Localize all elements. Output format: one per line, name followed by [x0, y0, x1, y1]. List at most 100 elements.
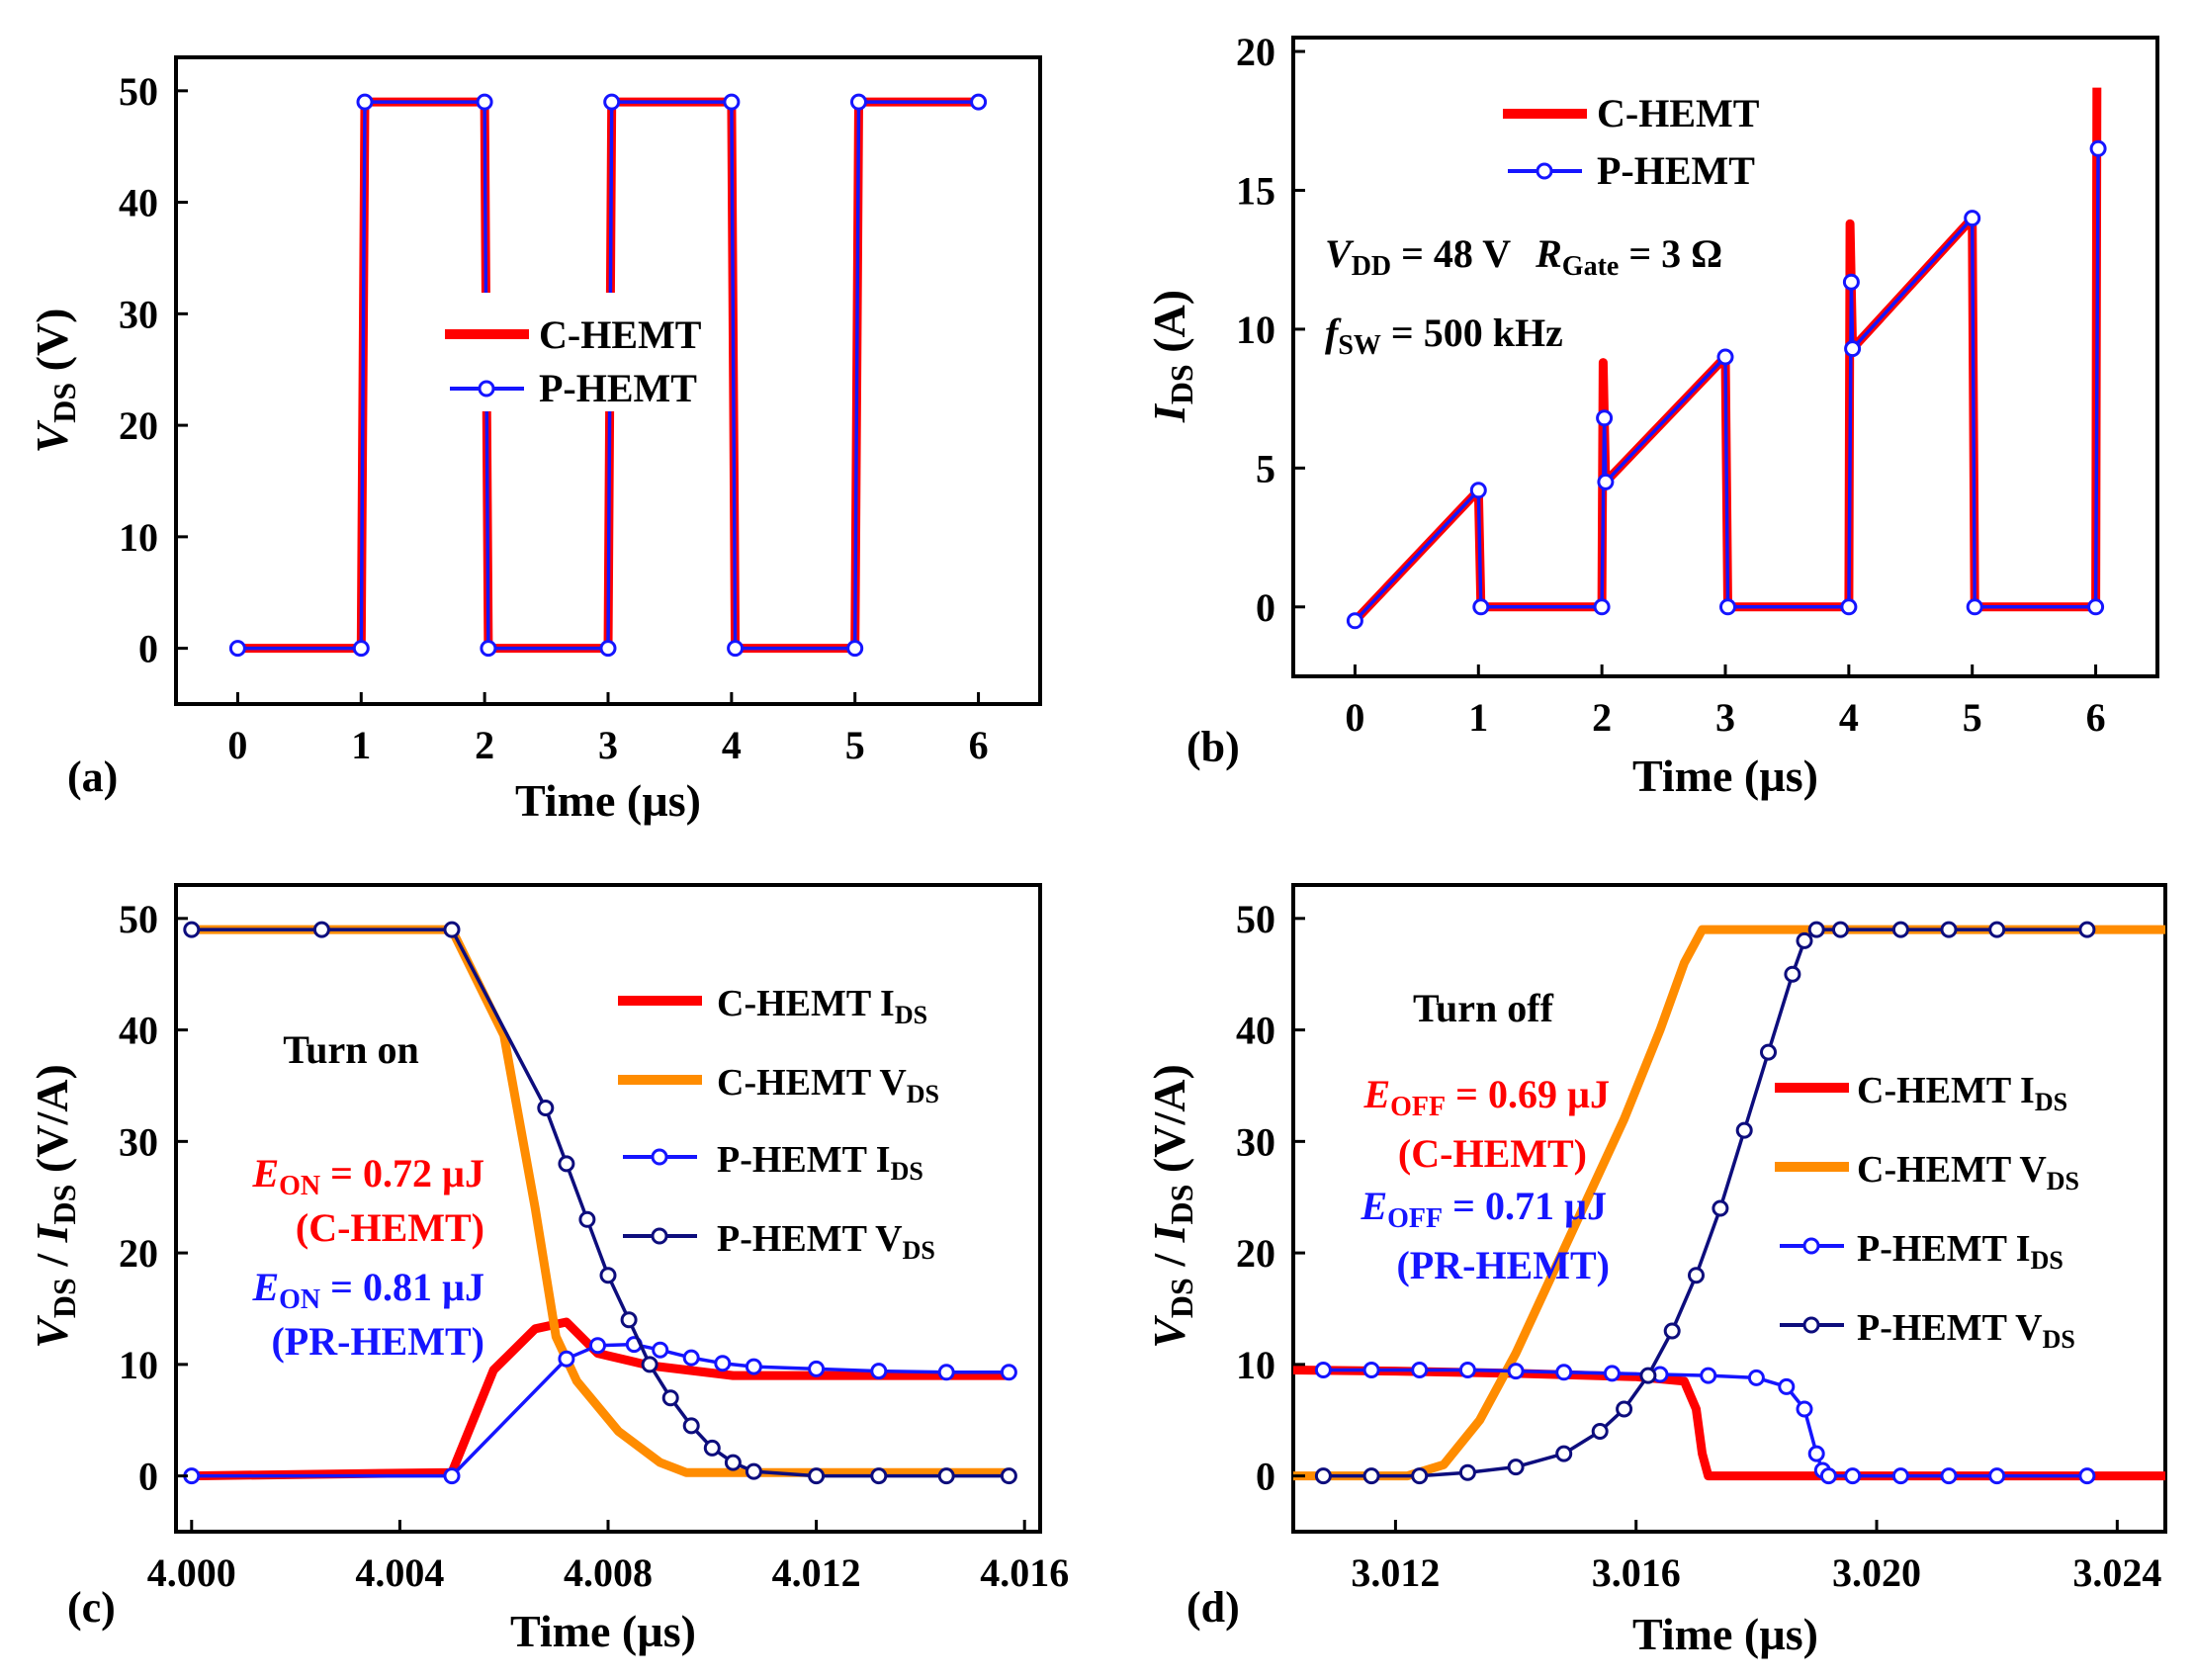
data-point-p-hemt	[476, 93, 493, 111]
data-point-p-hemt	[599, 640, 617, 658]
data-point-p-hemt-vds	[537, 1100, 555, 1116]
data-point-p-hemt-vds	[1891, 921, 1909, 938]
y-axis-label: VDS (V)	[27, 309, 82, 454]
legend-label-p-hemt: P-HEMT	[1597, 148, 1755, 193]
x-tick-label: 4.016	[980, 1550, 1069, 1595]
x-tick-label: 3.012	[1351, 1550, 1440, 1595]
legend: C-HEMT IDS C-HEMT VDS P-HEMT IDS P-HEMT …	[1775, 1070, 2079, 1354]
data-point-p-hemt	[723, 93, 741, 111]
legend-label-c-ids: C-HEMT IDS	[1857, 1070, 2067, 1116]
data-point-p-hemt	[1469, 482, 1487, 499]
y-tick-label: 30	[119, 1119, 158, 1164]
series-line-p-hemt-vds	[191, 928, 1010, 1478]
y-tick-label: 10	[119, 515, 158, 560]
annotation-dev-p: (PR-HEMT)	[271, 1319, 484, 1364]
data-point-p-hemt	[850, 93, 867, 111]
x-tick-label: 5	[845, 723, 865, 767]
data-point-p-hemt-ids	[1507, 1363, 1525, 1380]
data-point-p-hemt	[1597, 473, 1615, 490]
legend-marker-p-vds	[1802, 1316, 1820, 1334]
data-point-p-hemt-vds	[682, 1417, 700, 1435]
data-point-p-hemt	[1964, 210, 1981, 227]
data-point-p-hemt-ids	[1844, 1467, 1862, 1485]
tick-layer: 0 1 2 3 4 5 6 0 10 20 30 40 50	[119, 69, 989, 767]
data-point-p-hemt-ids	[1796, 1400, 1813, 1418]
data-point-p-hemt	[228, 640, 246, 658]
y-tick-label: 10	[119, 1343, 158, 1387]
legend: C-HEMT P-HEMT	[433, 293, 720, 411]
y-tick-label: 20	[119, 1231, 158, 1276]
data-point-p-hemt-ids	[745, 1358, 762, 1375]
annotation-dev-c: (C-HEMT)	[296, 1205, 484, 1250]
data-point-p-hemt-ids	[589, 1337, 606, 1355]
data-point-p-hemt-vds	[1639, 1367, 1657, 1384]
y-tick-label: 0	[1256, 585, 1275, 630]
annotation-eon-c: EON = 0.72 µJ	[251, 1151, 484, 1201]
data-point-p-hemt-ids	[558, 1350, 575, 1368]
legend: C-HEMT P-HEMT	[1503, 91, 1760, 193]
annotation-dev-p: (PR-HEMT)	[1396, 1243, 1610, 1287]
data-point-p-hemt-ids	[714, 1355, 732, 1372]
panel-label: (a)	[67, 752, 118, 801]
data-point-p-hemt-vds	[1663, 1322, 1681, 1340]
y-tick-label: 40	[119, 1009, 158, 1053]
x-tick-label: 4.008	[564, 1550, 653, 1595]
data-point-p-hemt-ids	[1603, 1365, 1621, 1382]
legend-label-p-ids: P-HEMT IDS	[1857, 1228, 2063, 1275]
x-tick-label: 4.004	[355, 1550, 444, 1595]
data-point-p-hemt-ids	[443, 1467, 461, 1485]
panel-d: 3.012 3.016 3.020 3.024 0 10 20 30 40 50 Time (µs…	[1144, 883, 2167, 1659]
data-point-p-hemt-vds	[1314, 1467, 1332, 1485]
series-line-p-hemt	[1354, 148, 2100, 623]
data-point-p-hemt	[603, 93, 621, 111]
data-point-p-hemt-vds	[1988, 921, 2006, 938]
series-line-p-hemt-vds	[1323, 928, 2087, 1478]
legend-label-c-hemt: C-HEMT	[1597, 91, 1760, 135]
data-point-p-hemt-vds	[703, 1439, 721, 1457]
y-tick-label: 0	[138, 627, 158, 671]
x-tick-label: 0	[1345, 695, 1364, 740]
x-tick-label: 3.020	[1832, 1550, 1921, 1595]
x-tick-label: 3	[1715, 695, 1735, 740]
legend-label-c-hemt: C-HEMT	[539, 312, 702, 357]
tick-layer: 0 1 2 3 4 5 6 0 5 10 15 20	[1236, 30, 2106, 740]
data-point-p-hemt-vds	[1784, 965, 1801, 983]
plot-frame	[1291, 883, 2167, 1534]
legend-marker-p-hemt	[1536, 162, 1553, 180]
series-layer	[183, 921, 1017, 1485]
data-point-p-hemt	[1840, 598, 1858, 616]
data-point-p-hemt	[1346, 612, 1363, 630]
x-tick-label: 5	[1963, 695, 1982, 740]
data-point-p-hemt-vds	[1796, 931, 1813, 949]
data-point-p-hemt	[1472, 598, 1490, 616]
data-point-p-hemt	[2087, 598, 2105, 616]
y-tick-label: 50	[1236, 897, 1275, 941]
data-point-p-hemt-ids	[1314, 1362, 1332, 1378]
data-point-p-hemt-ids	[1747, 1369, 1765, 1386]
x-tick-label: 4.012	[772, 1550, 861, 1595]
x-tick-label: 4	[722, 723, 742, 767]
data-point-p-hemt-vds	[1591, 1423, 1609, 1440]
x-tick-label: 2	[475, 723, 494, 767]
series-line-c-hemt-ids	[1292, 1366, 2165, 1481]
data-point-p-hemt-vds	[578, 1210, 596, 1228]
x-tick-label: 3.024	[2072, 1550, 2161, 1595]
data-point-p-hemt-ids	[1362, 1362, 1380, 1378]
legend: C-HEMT IDS C-HEMT VDS P-HEMT IDS P-HEMT …	[618, 983, 939, 1265]
x-axis-label: Time (µs)	[1632, 751, 1818, 801]
data-point-p-hemt-ids	[1700, 1367, 1717, 1384]
legend-label-p-vds: P-HEMT VDS	[717, 1218, 935, 1265]
series-layer	[1346, 87, 2107, 630]
annotation-eon-p: EON = 0.81 µJ	[251, 1265, 484, 1315]
panel-b: 0 1 2 3 4 5 6 0 5 10 15 20 Time (µs) IDS (A) (b) C-…	[1144, 30, 2159, 801]
legend-marker-p-vds	[651, 1227, 668, 1245]
data-point-p-hemt-vds	[870, 1467, 888, 1485]
data-point-p-hemt-vds	[1507, 1459, 1525, 1476]
data-point-p-hemt-vds	[599, 1267, 617, 1284]
data-point-p-hemt-vds	[641, 1356, 658, 1373]
y-tick-label: 20	[119, 403, 158, 448]
x-tick-label: 1	[351, 723, 371, 767]
data-point-p-hemt-vds	[1458, 1463, 1476, 1481]
tick-layer: 4.000 4.004 4.008 4.012 4.016 0 10 20 30 40 50	[119, 897, 1069, 1595]
